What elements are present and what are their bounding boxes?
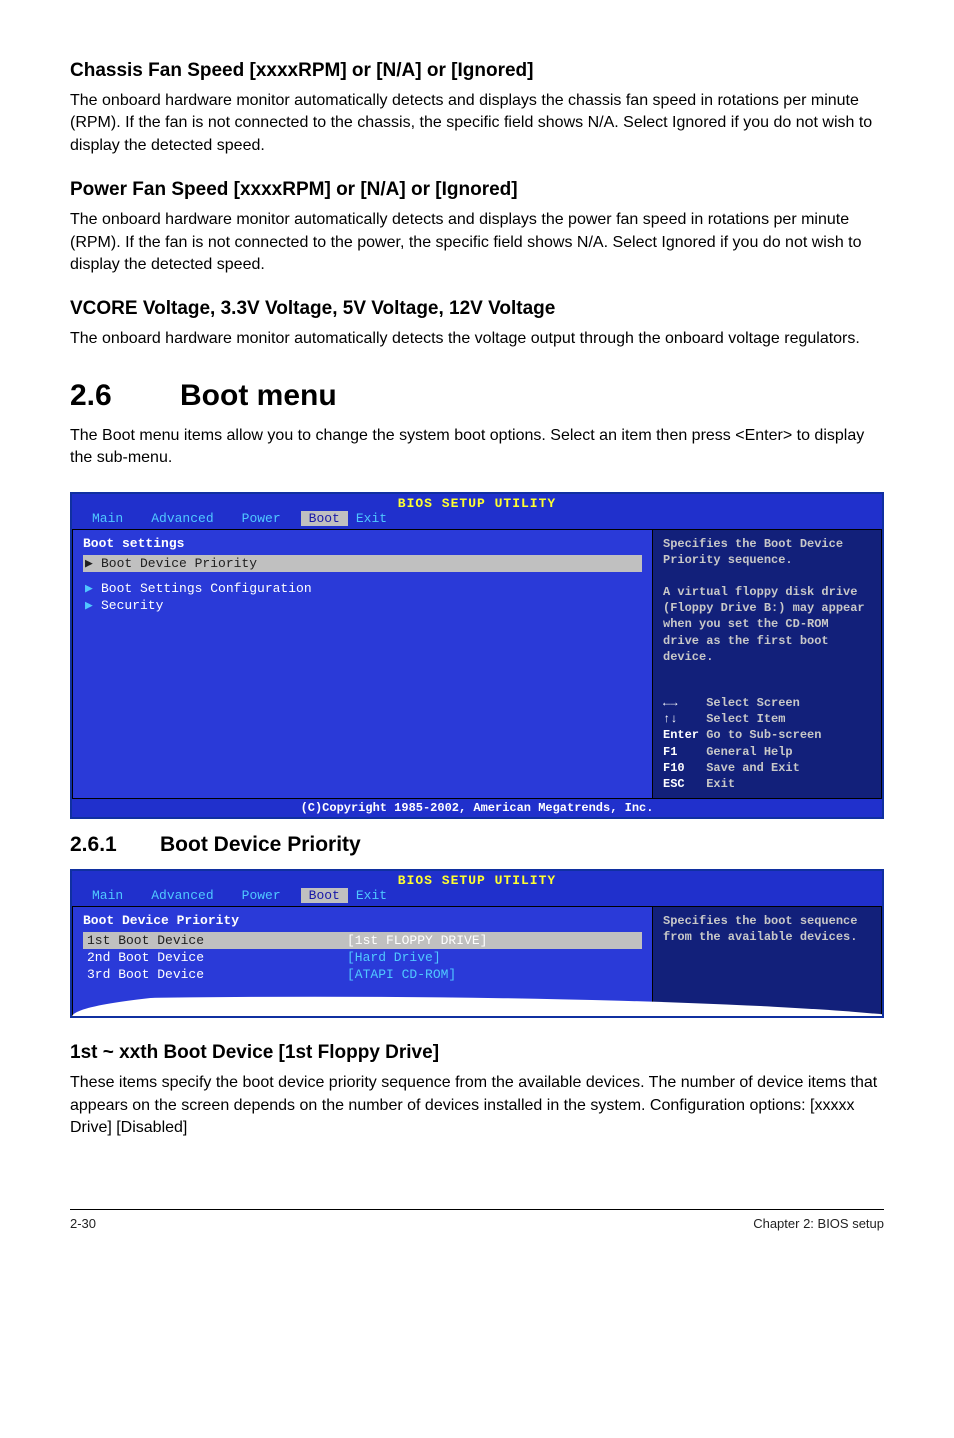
bios2-row-key: 2nd Boot Device xyxy=(87,950,347,965)
bios-boot-priority: BIOS SETUP UTILITY MainAdvancedPowerBoot… xyxy=(70,869,884,1018)
nav-label: Go to Sub-screen xyxy=(706,728,821,742)
nav-line: F1 General Help xyxy=(663,744,871,760)
bios1-footer: (C)Copyright 1985-2002, American Megatre… xyxy=(72,799,882,817)
bios1-item[interactable]: ▶ Security xyxy=(83,597,642,614)
bios1-nav: ←→ Select Screen↑↓ Select ItemEnter Go t… xyxy=(663,695,871,792)
bootpriority-title-text: Boot Device Priority xyxy=(160,833,361,856)
bios1-item-label: Security xyxy=(101,598,163,613)
bios2-tabs: MainAdvancedPowerBootExit xyxy=(72,888,882,906)
bios2-row[interactable]: 3rd Boot Device[ATAPI CD-ROM] xyxy=(83,966,642,983)
bios-boot-settings: BIOS SETUP UTILITY MainAdvancedPowerBoot… xyxy=(70,492,884,820)
nav-label: Select Item xyxy=(706,712,785,726)
bios2-title: BIOS SETUP UTILITY xyxy=(72,871,882,888)
nav-label: Select Screen xyxy=(706,696,800,710)
bios2-row-val: [1st FLOPPY DRIVE] xyxy=(347,933,487,948)
bootmenu-num: 2.6 xyxy=(70,379,180,413)
nav-label: Save and Exit xyxy=(706,761,800,775)
firstboot-body: These items specify the boot device prio… xyxy=(70,1072,884,1139)
bios-tab-exit[interactable]: Exit xyxy=(348,511,407,526)
submenu-arrow-icon: ▶ xyxy=(85,581,93,596)
submenu-arrow-icon: ▶ xyxy=(85,556,93,571)
nav-label: Exit xyxy=(706,777,735,791)
bios-tab-boot[interactable]: Boot xyxy=(301,888,348,903)
bios2-right-pane: Specifies the boot sequence from the ava… xyxy=(652,906,882,1016)
nav-key: F1 xyxy=(663,745,706,759)
power-heading: Power Fan Speed [xxxxRPM] or [N/A] or [I… xyxy=(70,179,884,201)
bios1-help: Specifies the Boot Device Priority seque… xyxy=(663,536,871,666)
bios1-title: BIOS SETUP UTILITY xyxy=(72,494,882,511)
bios2-row-val: [Hard Drive] xyxy=(347,950,441,965)
page-footer: 2-30 Chapter 2: BIOS setup xyxy=(70,1209,884,1231)
bios1-right-pane: Specifies the Boot Device Priority seque… xyxy=(652,529,882,800)
bios2-help: Specifies the boot sequence from the ava… xyxy=(663,913,871,945)
power-body: The onboard hardware monitor automatical… xyxy=(70,209,884,276)
nav-key: ←→ xyxy=(663,696,706,710)
bios-tab-boot[interactable]: Boot xyxy=(301,511,348,526)
bios1-item[interactable]: ▶ Boot Device Priority xyxy=(83,555,642,572)
bios-tab-advanced[interactable]: Advanced xyxy=(143,888,233,903)
bios-tab-main[interactable]: Main xyxy=(84,888,143,903)
bios2-heading: Boot Device Priority xyxy=(83,913,642,928)
bootmenu-body: The Boot menu items allow you to change … xyxy=(70,425,884,470)
page-number: 2-30 xyxy=(70,1216,96,1231)
bootpriority-num: 2.6.1 xyxy=(70,833,160,857)
vcore-heading: VCORE Voltage, 3.3V Voltage, 5V Voltage,… xyxy=(70,298,884,320)
nav-key: F10 xyxy=(663,761,706,775)
nav-line: ↑↓ Select Item xyxy=(663,711,871,727)
bios2-row[interactable]: 2nd Boot Device[Hard Drive] xyxy=(83,949,642,966)
bootmenu-title: 2.6Boot menu xyxy=(70,379,884,413)
bios2-row-key: 1st Boot Device xyxy=(87,933,347,948)
bios-tab-main[interactable]: Main xyxy=(84,511,143,526)
bios-tab-advanced[interactable]: Advanced xyxy=(143,511,233,526)
nav-key: Enter xyxy=(663,728,706,742)
nav-label: General Help xyxy=(706,745,792,759)
vcore-body: The onboard hardware monitor automatical… xyxy=(70,328,884,350)
bios1-heading: Boot settings xyxy=(83,536,642,551)
bios2-row-key: 3rd Boot Device xyxy=(87,967,347,982)
bios-tab-power[interactable]: Power xyxy=(234,888,301,903)
bootmenu-title-text: Boot menu xyxy=(180,379,337,412)
nav-line: ←→ Select Screen xyxy=(663,695,871,711)
nav-line: ESC Exit xyxy=(663,776,871,792)
submenu-arrow-icon: ▶ xyxy=(85,598,93,613)
nav-key: ESC xyxy=(663,777,706,791)
bios1-tabs: MainAdvancedPowerBootExit xyxy=(72,511,882,529)
bios2-row[interactable]: 1st Boot Device[1st FLOPPY DRIVE] xyxy=(83,932,642,949)
bios1-item-label: Boot Settings Configuration xyxy=(101,581,312,596)
bios-tab-exit[interactable]: Exit xyxy=(348,888,407,903)
bios1-item-label: Boot Device Priority xyxy=(101,556,257,571)
firstboot-heading: 1st ~ xxth Boot Device [1st Floppy Drive… xyxy=(70,1042,884,1064)
bios1-left-pane: Boot settings ▶ Boot Device Priority ▶ Boot… xyxy=(72,529,652,800)
nav-line: F10 Save and Exit xyxy=(663,760,871,776)
bootpriority-title: 2.6.1Boot Device Priority xyxy=(70,833,884,857)
chassis-heading: Chassis Fan Speed [xxxxRPM] or [N/A] or … xyxy=(70,60,884,82)
nav-key: ↑↓ xyxy=(663,712,706,726)
bios1-item[interactable]: ▶ Boot Settings Configuration xyxy=(83,580,642,597)
chapter-label: Chapter 2: BIOS setup xyxy=(753,1216,884,1231)
chassis-body: The onboard hardware monitor automatical… xyxy=(70,90,884,157)
nav-line: Enter Go to Sub-screen xyxy=(663,727,871,743)
bios-tab-power[interactable]: Power xyxy=(234,511,301,526)
bios2-row-val: [ATAPI CD-ROM] xyxy=(347,967,456,982)
